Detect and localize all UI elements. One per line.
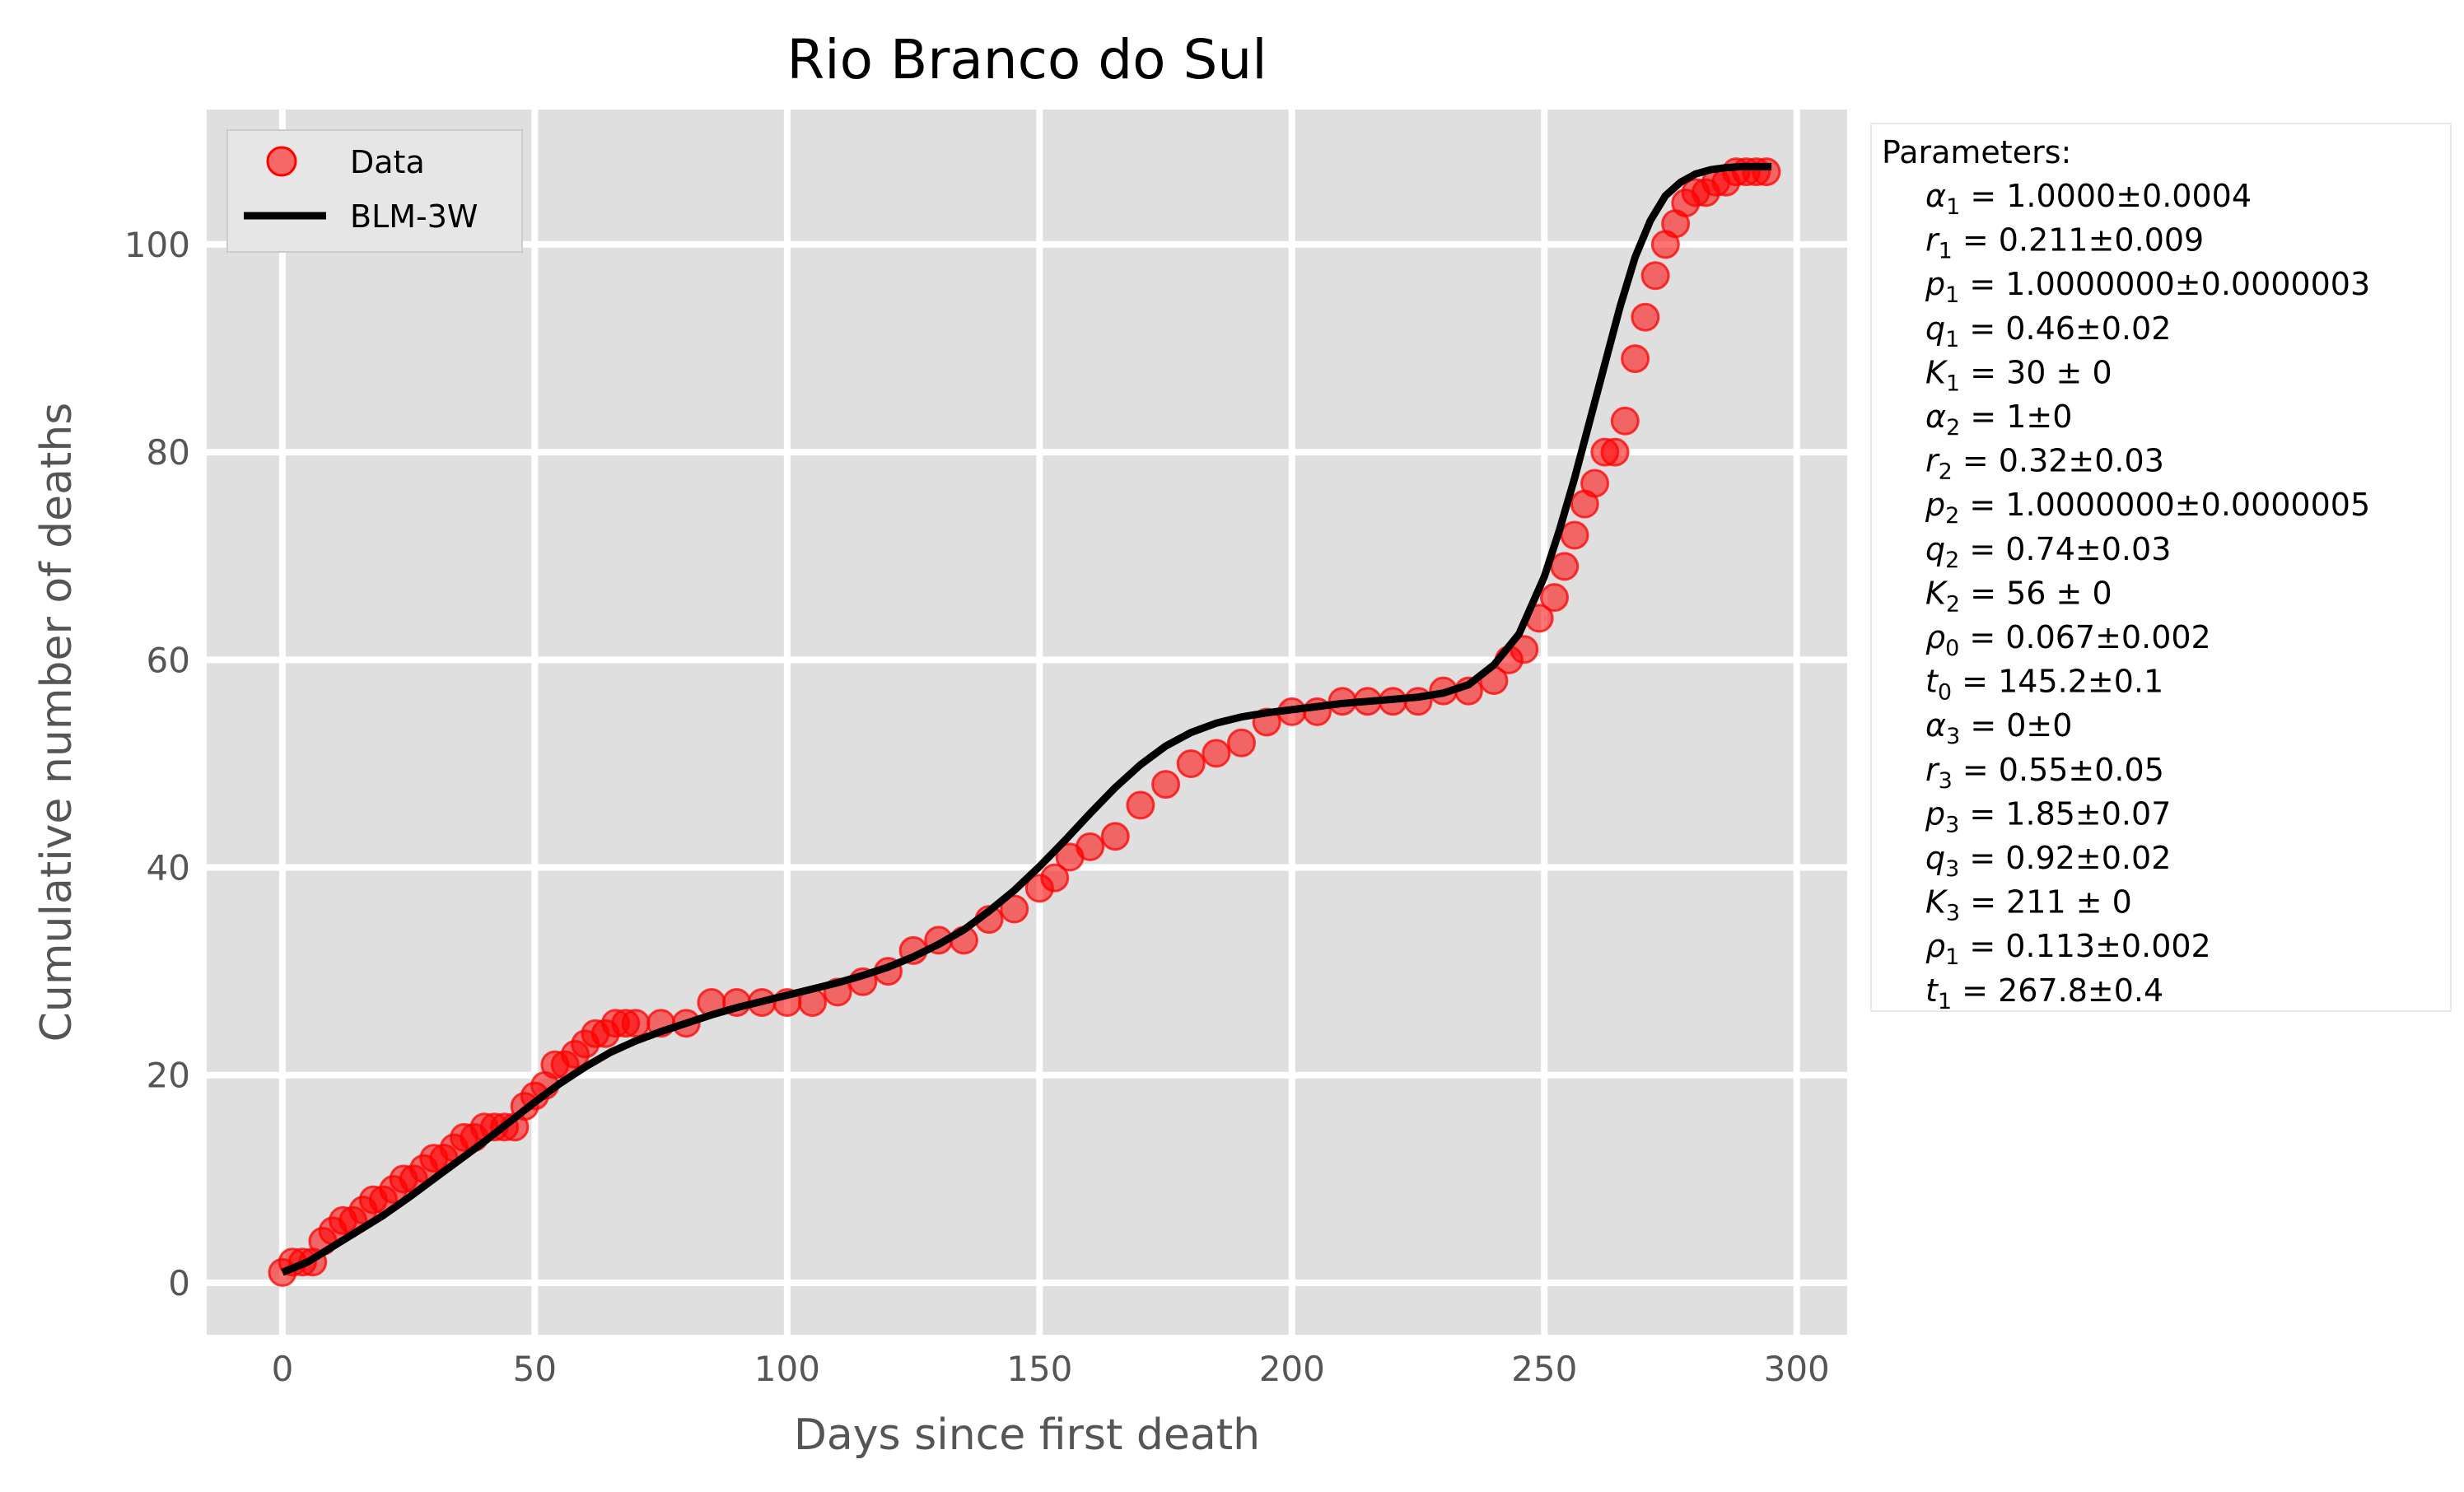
- data-point: [1176, 748, 1206, 778]
- data-point: [1151, 770, 1181, 800]
- data-point: [1631, 302, 1660, 332]
- parameter-line: K3 = 211 ± 0: [1925, 884, 2132, 926]
- parameter-line: K1 = 30 ± 0: [1925, 354, 2112, 396]
- y-tick-label: 0: [168, 1263, 190, 1303]
- parameter-line: q1 = 0.46±0.02: [1925, 310, 2171, 352]
- data-point: [1040, 863, 1070, 893]
- data-point: [1560, 520, 1589, 550]
- parameter-line: r3 = 0.55±0.05: [1925, 752, 2164, 794]
- data-point: [1540, 583, 1570, 613]
- parameter-line: ρ1 = 0.113±0.002: [1925, 928, 2211, 970]
- x-tick-label: 250: [1511, 1349, 1577, 1389]
- data-point: [1100, 822, 1130, 851]
- parameter-line: t0 = 145.2±0.1: [1925, 664, 2163, 706]
- parameter-line: q3 = 0.92±0.02: [1925, 840, 2171, 882]
- data-point: [1610, 406, 1640, 436]
- x-tick-label: 50: [513, 1349, 557, 1389]
- grid-lines: [207, 110, 1847, 1335]
- y-axis-label: Cumulative number of deaths: [32, 403, 82, 1042]
- data-point: [1126, 790, 1155, 820]
- y-tick-label: 80: [147, 432, 190, 473]
- x-tick-label: 200: [1259, 1349, 1325, 1389]
- parameter-line: t1 = 267.8±0.4: [1925, 972, 2163, 1014]
- parameter-line: α1 = 1.0000±0.0004: [1925, 178, 2252, 220]
- data-point: [1226, 728, 1256, 758]
- data-point: [1000, 894, 1029, 924]
- parameter-line: K2 = 56 ± 0: [1925, 575, 2112, 617]
- parameter-line: p3 = 1.85±0.07: [1925, 795, 2171, 837]
- y-tick-label: 20: [147, 1056, 190, 1096]
- fit-line-blm-3w: [281, 162, 1772, 1276]
- chart-title: Rio Branco do Sul: [786, 28, 1267, 91]
- parameter-line: α2 = 1±0: [1925, 399, 2072, 441]
- data-point: [1076, 832, 1105, 861]
- data-point: [1550, 552, 1580, 581]
- data-point: [1600, 437, 1630, 467]
- legend: Data BLM-3W: [226, 129, 523, 253]
- parameter-line: q2 = 0.74±0.03: [1925, 531, 2171, 573]
- x-tick-label: 0: [272, 1349, 294, 1389]
- x-axis-label: Days since first death: [794, 1410, 1260, 1460]
- x-axis-ticks: 0 50 100 150 200 250 300: [272, 1349, 1830, 1389]
- parameter-line: r2 = 0.32±0.03: [1925, 443, 2164, 485]
- data-point: [1640, 261, 1670, 291]
- y-tick-label: 100: [124, 225, 190, 265]
- parameter-line: ρ0 = 0.067±0.002: [1925, 619, 2211, 661]
- parameter-line: p1 = 1.0000000±0.0000003: [1925, 266, 2370, 308]
- data-point: [1621, 344, 1650, 374]
- y-axis-ticks: 0 20 40 60 80 100: [124, 225, 190, 1303]
- data-point: [1752, 157, 1781, 187]
- data-point: [621, 1009, 651, 1038]
- legend-data-marker: [266, 146, 297, 177]
- x-tick-label: 100: [754, 1349, 820, 1389]
- parameter-line: α3 = 0±0: [1925, 707, 2072, 749]
- legend-label-data: Data: [350, 144, 425, 180]
- x-tick-label: 150: [1006, 1349, 1072, 1389]
- data-point: [1580, 469, 1610, 498]
- y-tick-label: 40: [147, 848, 190, 888]
- parameters-header: Parameters:: [1882, 134, 2071, 170]
- parameter-line: p2 = 1.0000000±0.0000005: [1925, 487, 2370, 529]
- data-point: [1202, 739, 1231, 768]
- x-tick-label: 300: [1764, 1349, 1830, 1389]
- y-tick-label: 60: [147, 640, 190, 680]
- parameter-line: r1 = 0.211±0.009: [1925, 222, 2204, 264]
- legend-label-blm-3w: BLM-3W: [350, 198, 478, 235]
- parameters-box-frame: [1870, 123, 2452, 1012]
